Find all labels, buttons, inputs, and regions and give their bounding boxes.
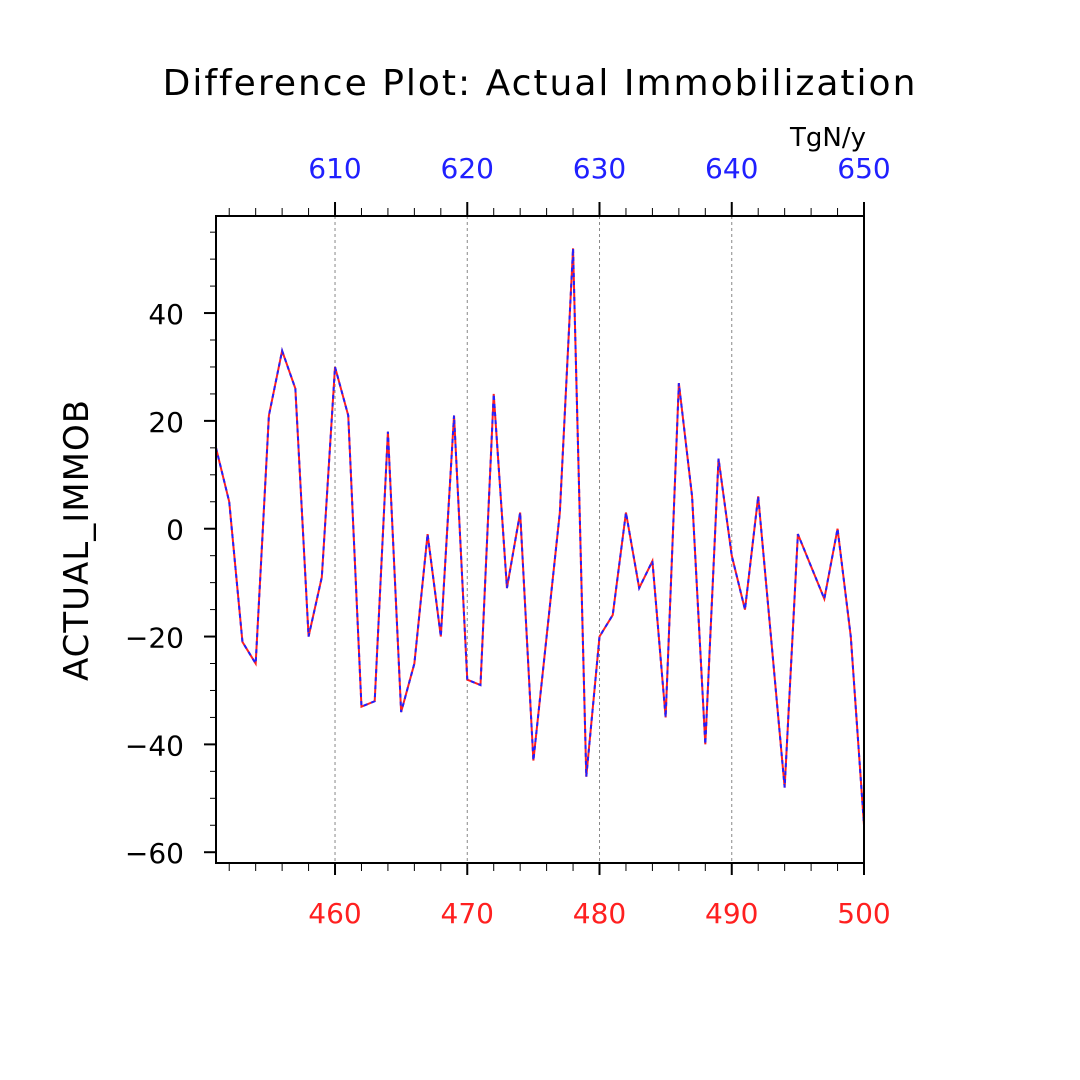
ticks	[204, 202, 865, 875]
x-top-tick-label: 630	[573, 152, 626, 185]
chart-title: Difference Plot: Actual Immobilization	[163, 63, 918, 104]
series-line-blue	[215, 248, 865, 826]
x-bottom-tick-label: 480	[573, 897, 626, 930]
units-label: TgN/y	[789, 123, 866, 153]
plot-frame	[215, 215, 865, 864]
axes	[215, 215, 865, 864]
x-top-tick-label: 620	[441, 152, 494, 185]
y-tick-label: 0	[166, 514, 184, 547]
x-bottom-tick-label: 490	[705, 897, 758, 930]
y-tick-label: 20	[148, 406, 184, 439]
y-tick-label: −20	[125, 622, 184, 655]
series-line-red	[215, 248, 865, 826]
y-tick-label: −40	[125, 729, 184, 762]
x-top-tick-label: 610	[308, 152, 361, 185]
y-tick-label: −60	[125, 837, 184, 870]
x-bottom-tick-label: 460	[308, 897, 361, 930]
x-top-tick-label: 650	[837, 152, 890, 185]
y-axis-label: ACTUAL_IMMOB	[57, 399, 97, 681]
data-lines	[215, 248, 865, 826]
x-bottom-tick-label: 500	[837, 897, 890, 930]
tick-labels: −60 −40 −20 0 20 40 460 470 480 490 500 610 620 630 64…	[125, 152, 891, 930]
x-bottom-tick-label: 470	[441, 897, 494, 930]
x-top-tick-label: 640	[705, 152, 758, 185]
y-tick-label: 40	[148, 298, 184, 331]
